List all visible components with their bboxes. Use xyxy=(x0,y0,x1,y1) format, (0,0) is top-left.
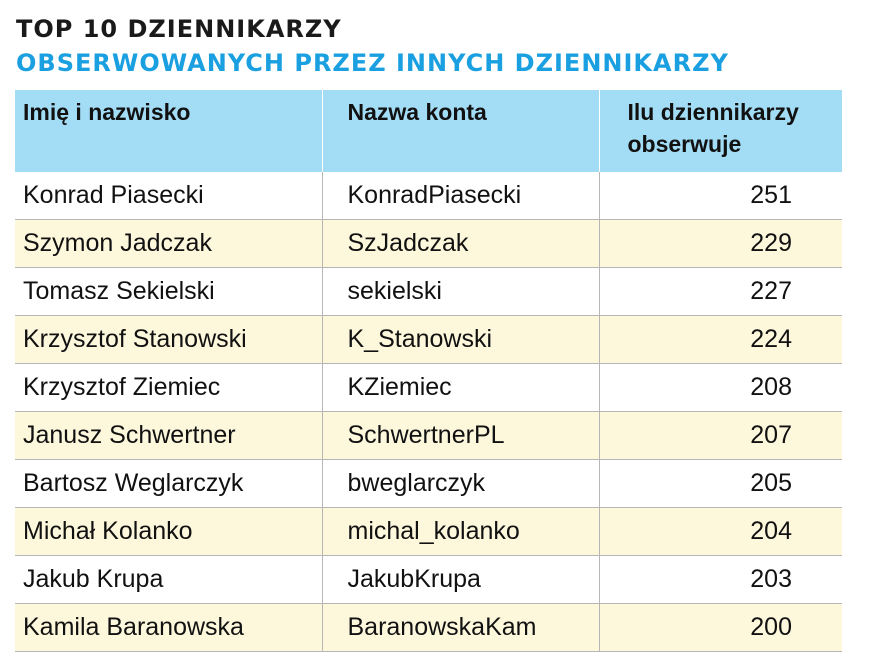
cell-name: Tomasz Sekielski xyxy=(15,267,322,316)
table-row: Szymon Jadczak SzJadczak 229 xyxy=(15,219,842,268)
cell-name: Janusz Schwertner xyxy=(15,411,322,460)
cell-name: Michał Kolanko xyxy=(15,507,322,556)
cell-account: KonradPiasecki xyxy=(321,172,599,220)
column-header-account: Nazwa konta xyxy=(321,90,599,172)
column-header-count: Ilu dziennikarzy obserwuje xyxy=(598,90,842,172)
cell-account: SzJadczak xyxy=(321,219,599,268)
table-row: Krzysztof Ziemiec KZiemiec 208 xyxy=(15,363,842,412)
cell-name: Bartosz Weglarczyk xyxy=(15,459,322,508)
cell-count: 208 xyxy=(598,363,842,412)
table-row: Kamila Baranowska BaranowskaKam 200 xyxy=(15,603,842,652)
cell-account: JakubKrupa xyxy=(321,555,599,604)
cell-count: 205 xyxy=(598,459,842,508)
cell-count: 251 xyxy=(598,172,842,220)
title-line-1: TOP 10 DZIENNIKARZY xyxy=(16,15,342,43)
table-row: Jakub Krupa JakubKrupa 203 xyxy=(15,555,842,604)
table-header: Imię i nazwisko Nazwa konta Ilu dziennik… xyxy=(15,90,842,172)
cell-count: 229 xyxy=(598,219,842,268)
table-row: Konrad Piasecki KonradPiasecki 251 xyxy=(15,172,842,220)
cell-count: 200 xyxy=(598,603,842,652)
cell-name: Jakub Krupa xyxy=(15,555,322,604)
cell-count: 204 xyxy=(598,507,842,556)
cell-account: KZiemiec xyxy=(321,363,599,412)
cell-name: Szymon Jadczak xyxy=(15,219,322,268)
cell-count: 224 xyxy=(598,315,842,364)
table-row: Bartosz Weglarczyk bweglarczyk 205 xyxy=(15,459,842,508)
cell-name: Konrad Piasecki xyxy=(15,172,322,220)
cell-count: 227 xyxy=(598,267,842,316)
cell-account: SchwertnerPL xyxy=(321,411,599,460)
cell-account: bweglarczyk xyxy=(321,459,599,508)
cell-name: Krzysztof Ziemiec xyxy=(15,363,322,412)
title-line-2: OBSERWOWANYCH PRZEZ INNYCH DZIENNIKARZY xyxy=(16,49,729,77)
column-header-name: Imię i nazwisko xyxy=(15,90,322,172)
table-row: Krzysztof Stanowski K_Stanowski 224 xyxy=(15,315,842,364)
cell-account: sekielski xyxy=(321,267,599,316)
cell-account: BaranowskaKam xyxy=(321,603,599,652)
table-body: Konrad Piasecki KonradPiasecki 251 Szymo… xyxy=(15,172,842,652)
table-row: Janusz Schwertner SchwertnerPL 207 xyxy=(15,411,842,460)
cell-account: michal_kolanko xyxy=(321,507,599,556)
table-row: Michał Kolanko michal_kolanko 204 xyxy=(15,507,842,556)
cell-count: 203 xyxy=(598,555,842,604)
table-header-row: Imię i nazwisko Nazwa konta Ilu dziennik… xyxy=(15,90,842,172)
cell-count: 207 xyxy=(598,411,842,460)
cell-account: K_Stanowski xyxy=(321,315,599,364)
cell-name: Kamila Baranowska xyxy=(15,603,322,652)
table-row: Tomasz Sekielski sekielski 227 xyxy=(15,267,842,316)
cell-name: Krzysztof Stanowski xyxy=(15,315,322,364)
journalists-table: Imię i nazwisko Nazwa konta Ilu dziennik… xyxy=(15,90,842,652)
